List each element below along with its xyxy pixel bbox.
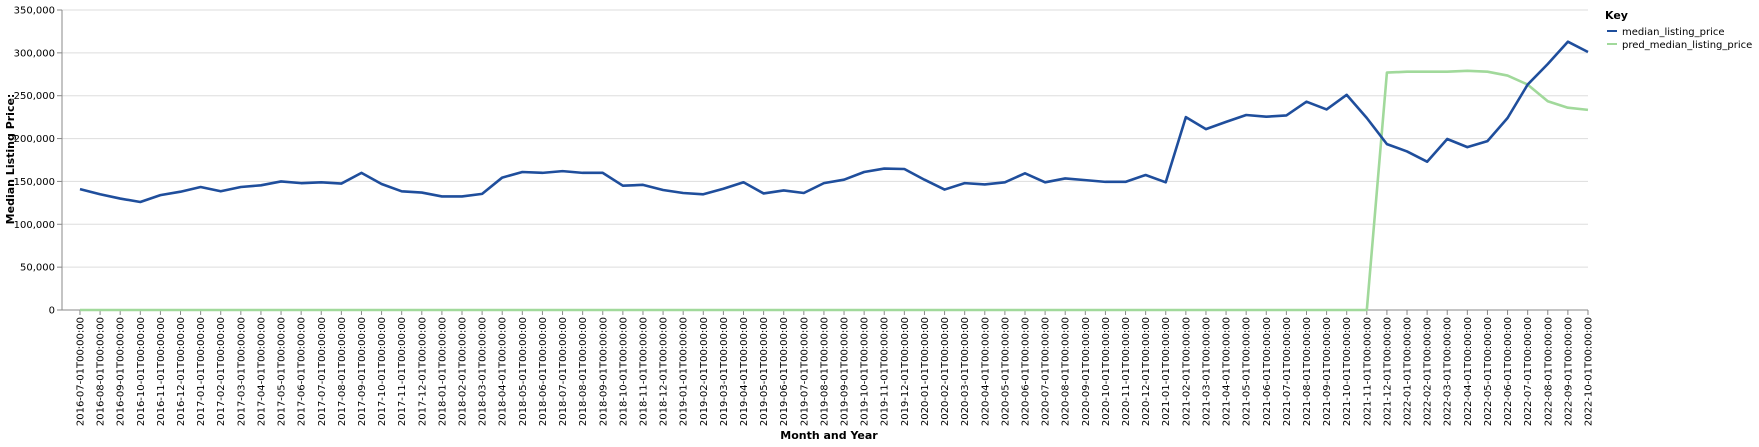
y-tick-label: 0 <box>49 306 55 317</box>
x-tick-label: 2021-03-01T00:00:00 <box>1201 317 1212 426</box>
legend-label-median-listing-price: median_listing_price <box>1622 27 1725 38</box>
x-tick-label: 2019-06-01T00:00:00 <box>779 317 790 426</box>
y-tick-label: 100,000 <box>14 220 55 231</box>
x-tick-label: 2016-11-01T00:00:00 <box>156 317 167 426</box>
x-tick-label: 2016-12-01T00:00:00 <box>176 317 187 426</box>
series-lines <box>79 40 1589 312</box>
x-tick-label: 2021-09-01T00:00:00 <box>1322 317 1333 426</box>
x-tick-label: 2017-04-01T00:00:00 <box>256 317 267 426</box>
y-tick-label: 150,000 <box>14 177 55 188</box>
x-tick-label: 2017-09-01T00:00:00 <box>357 317 368 426</box>
x-tick-label: 2020-12-01T00:00:00 <box>1141 317 1152 426</box>
x-tick-label: 2018-09-01T00:00:00 <box>598 317 609 426</box>
x-tick-label: 2016-08-01T00:00:00 <box>96 317 107 426</box>
x-tick-label: 2021-06-01T00:00:00 <box>1262 317 1273 426</box>
x-tick-label: 2022-08-01T00:00:00 <box>1543 317 1554 426</box>
x-tick-label: 2022-10-01T00:00:00 <box>1583 317 1594 426</box>
x-tick-label: 2021-12-01T00:00:00 <box>1382 317 1393 426</box>
x-tick-label: 2019-04-01T00:00:00 <box>739 317 750 426</box>
x-tick-label: 2018-07-01T00:00:00 <box>558 317 569 426</box>
x-tick-label: 2020-10-01T00:00:00 <box>1101 317 1112 426</box>
x-tick-label: 2016-07-01T00:00:00 <box>75 317 86 426</box>
x-tick-label: 2016-09-01T00:00:00 <box>116 317 127 426</box>
x-tick-label: 2017-05-01T00:00:00 <box>277 317 288 426</box>
x-tick-label: 2018-03-01T00:00:00 <box>478 317 489 426</box>
x-tick-label: 2020-04-01T00:00:00 <box>980 317 991 426</box>
x-tick-label: 2020-11-01T00:00:00 <box>1121 317 1132 426</box>
series-line-median-listing-price <box>79 40 1589 204</box>
x-tick-label: 2019-12-01T00:00:00 <box>900 317 911 426</box>
x-tick-label: 2017-11-01T00:00:00 <box>397 317 408 426</box>
x-tick-label: 2022-07-01T00:00:00 <box>1523 317 1534 426</box>
x-tick-label: 2022-05-01T00:00:00 <box>1483 317 1494 426</box>
x-tick-label: 2022-09-01T00:00:00 <box>1563 317 1574 426</box>
x-tick-label: 2021-01-01T00:00:00 <box>1161 317 1172 426</box>
x-tick-label: 2018-04-01T00:00:00 <box>498 317 509 426</box>
axes: 0 50,000 100,000 150,000 200,000 250,000 300,0… <box>14 6 1595 427</box>
x-tick-label: 2017-06-01T00:00:00 <box>297 317 308 426</box>
legend-label-pred-median-listing-price: pred_median_listing_price <box>1622 40 1752 51</box>
x-tick-label: 2019-11-01T00:00:00 <box>880 317 891 426</box>
x-tick-label: 2022-03-01T00:00:00 <box>1443 317 1454 426</box>
x-tick-label: 2019-02-01T00:00:00 <box>699 317 710 426</box>
legend-title: Key <box>1605 9 1628 22</box>
x-tick-label: 2020-06-01T00:00:00 <box>1020 317 1031 426</box>
x-tick-label: 2022-02-01T00:00:00 <box>1423 317 1434 426</box>
x-tick-label: 2018-12-01T00:00:00 <box>659 317 670 426</box>
x-tick-label: 2019-10-01T00:00:00 <box>860 317 871 426</box>
x-tick-label: 2020-08-01T00:00:00 <box>1061 317 1072 426</box>
x-tick-label: 2021-10-01T00:00:00 <box>1342 317 1353 426</box>
x-tick-label: 2019-08-01T00:00:00 <box>819 317 830 426</box>
x-tick-label: 2020-05-01T00:00:00 <box>1000 317 1011 426</box>
x-tick-label: 2020-03-01T00:00:00 <box>960 317 971 426</box>
x-tick-label: 2020-07-01T00:00:00 <box>1041 317 1052 426</box>
y-tick-label: 50,000 <box>20 263 55 274</box>
x-tick-label: 2017-02-01T00:00:00 <box>216 317 227 426</box>
x-tick-label: 2021-11-01T00:00:00 <box>1362 317 1373 426</box>
x-tick-label: 2018-08-01T00:00:00 <box>578 317 589 426</box>
x-tick-label: 2022-04-01T00:00:00 <box>1463 317 1474 426</box>
x-tick-label: 2022-01-01T00:00:00 <box>1403 317 1414 426</box>
x-tick-label: 2021-08-01T00:00:00 <box>1302 317 1313 426</box>
x-tick-label: 2020-09-01T00:00:00 <box>1081 317 1092 426</box>
x-tick-label: 2021-02-01T00:00:00 <box>1181 317 1192 426</box>
y-tick-label: 250,000 <box>14 91 55 102</box>
x-tick-label: 2021-05-01T00:00:00 <box>1242 317 1253 426</box>
x-tick-label: 2018-06-01T00:00:00 <box>538 317 549 426</box>
x-tick-label: 2017-12-01T00:00:00 <box>417 317 428 426</box>
x-tick-label: 2018-02-01T00:00:00 <box>458 317 469 426</box>
x-tick-label: 2019-07-01T00:00:00 <box>799 317 810 426</box>
x-tick-label: 2017-03-01T00:00:00 <box>236 317 247 426</box>
x-tick-label: 2019-01-01T00:00:00 <box>679 317 690 426</box>
y-tick-label: 200,000 <box>14 134 55 145</box>
x-tick-label: 2018-01-01T00:00:00 <box>437 317 448 426</box>
series-line-pred-median-listing-price <box>79 69 1589 312</box>
gridlines <box>62 9 1588 311</box>
x-tick-label: 2019-09-01T00:00:00 <box>840 317 851 426</box>
x-tick-label: 2021-04-01T00:00:00 <box>1222 317 1233 426</box>
y-tick-label: 300,000 <box>14 48 55 59</box>
x-tick-label: 2019-05-01T00:00:00 <box>759 317 770 426</box>
x-tick-label: 2017-08-01T00:00:00 <box>337 317 348 426</box>
legend: Key median_listing_price pred_median_lis… <box>1605 9 1752 51</box>
x-tick-label: 2022-06-01T00:00:00 <box>1503 317 1514 426</box>
x-tick-label: 2017-10-01T00:00:00 <box>377 317 388 426</box>
x-tick-label: 2018-10-01T00:00:00 <box>618 317 629 426</box>
x-tick-label: 2021-07-01T00:00:00 <box>1282 317 1293 426</box>
x-tick-label: 2017-01-01T00:00:00 <box>196 317 207 426</box>
x-axis-title: Month and Year <box>780 429 878 442</box>
x-tick-label: 2020-02-01T00:00:00 <box>940 317 951 426</box>
x-tick-label: 2018-05-01T00:00:00 <box>518 317 529 426</box>
y-axis-title: Median Listing Price: <box>4 94 17 225</box>
x-tick-label: 2018-11-01T00:00:00 <box>638 317 649 426</box>
x-tick-label: 2019-03-01T00:00:00 <box>719 317 730 426</box>
y-tick-label: 350,000 <box>14 6 55 17</box>
x-tick-label: 2020-01-01T00:00:00 <box>920 317 931 426</box>
x-tick-label: 2016-10-01T00:00:00 <box>136 317 147 426</box>
x-tick-label: 2017-07-01T00:00:00 <box>317 317 328 426</box>
